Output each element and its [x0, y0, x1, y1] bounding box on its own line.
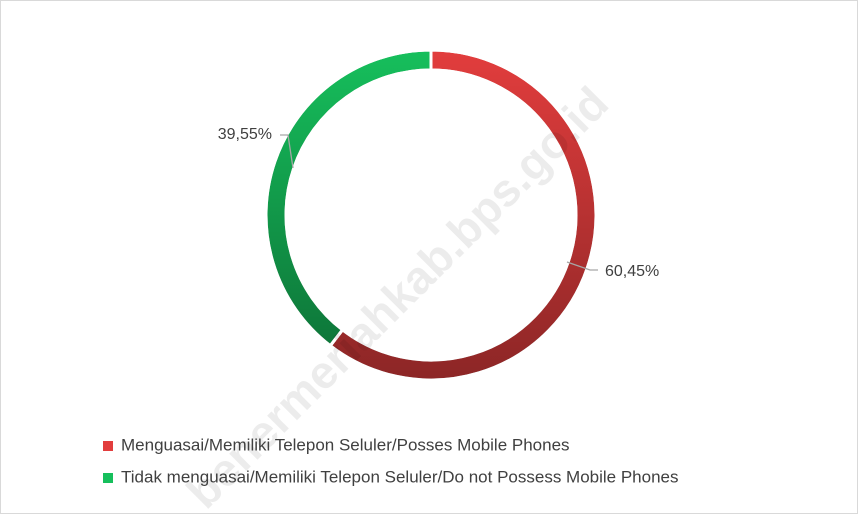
- legend-label: Menguasai/Memiliki Telepon Seluler/Posse…: [121, 435, 570, 454]
- leader-line: [280, 134, 294, 169]
- segment-shade: [264, 48, 433, 348]
- data-label: 39,55%: [218, 126, 272, 143]
- legend-label: Tidak menguasai/Memiliki Telepon Seluler…: [121, 467, 679, 486]
- leader-line: [566, 261, 598, 271]
- legend-swatch: [103, 473, 113, 483]
- donut: [264, 48, 598, 382]
- data-label: 60,45%: [605, 263, 659, 280]
- legend-swatch: [103, 441, 113, 451]
